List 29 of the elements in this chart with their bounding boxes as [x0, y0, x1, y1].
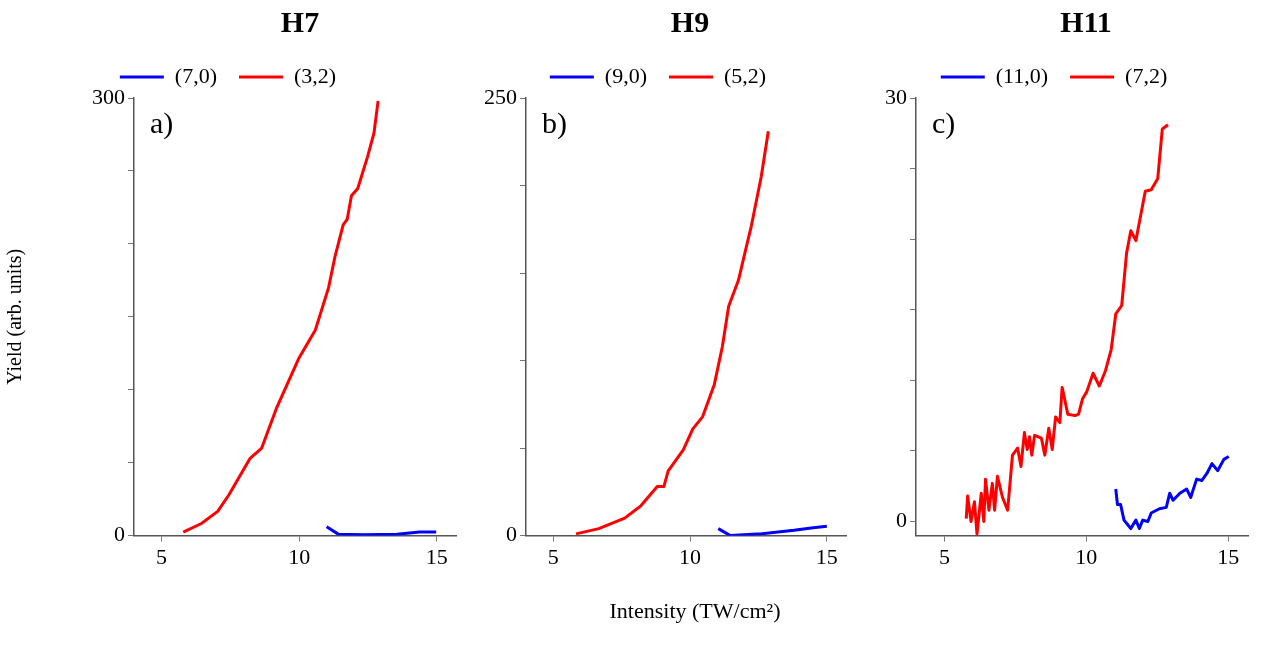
x-tick-label: 10 [1075, 543, 1098, 569]
chart-title: H9 [669, 4, 711, 40]
legend-label: (9,0) [604, 62, 647, 88]
y-tick-label: 0 [114, 521, 125, 547]
chart-title: H11 [1059, 4, 1113, 40]
legend-label: (11,0) [995, 62, 1049, 88]
annotation: c) [932, 105, 956, 140]
y-tick-label: 0 [506, 521, 517, 547]
x-tick-label: 5 [547, 543, 559, 569]
y-tick-label: 250 [484, 83, 517, 109]
x-tick-label: 10 [288, 543, 311, 569]
legend-label: (7,0) [174, 62, 217, 88]
legend-label: (7,2) [1125, 62, 1168, 88]
x-tick-label: 10 [679, 543, 702, 569]
y-tick-label: 300 [92, 83, 125, 109]
y-axis-title: Yield (arb. units) [3, 248, 27, 385]
legend-label: (3,2) [294, 62, 337, 88]
x-tick-label: 15 [425, 543, 448, 569]
x-tick-label: 15 [1217, 543, 1240, 569]
x-tick-label: 5 [938, 543, 950, 569]
y-tick-label: 0 [896, 507, 907, 533]
annotation: b) [542, 105, 567, 140]
annotation: a) [150, 105, 174, 140]
legend-label: (5,2) [724, 62, 767, 88]
y-tick-label: 30 [885, 83, 907, 109]
x-axis-title: Intensity (TW/cm²) [608, 598, 782, 624]
x-tick-label: 15 [815, 543, 838, 569]
chart-title: H7 [279, 4, 321, 40]
x-tick-label: 5 [156, 543, 168, 569]
